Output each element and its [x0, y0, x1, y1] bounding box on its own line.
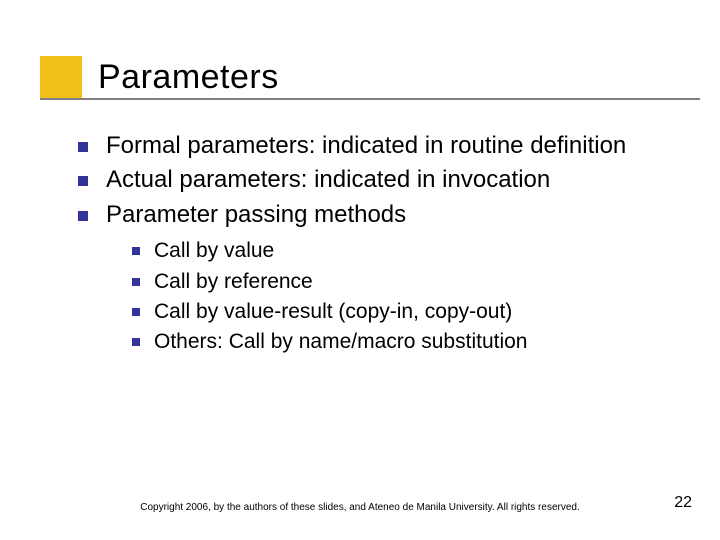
sub-bullet-item: Call by value	[132, 237, 698, 265]
bullet-item: Parameter passing methods	[78, 199, 698, 231]
bullet-square-icon	[132, 338, 140, 346]
sub-bullet-text: Call by value-result (copy-in, copy-out)	[154, 298, 512, 326]
bullet-square-icon	[78, 176, 88, 186]
bullet-item: Formal parameters: indicated in routine …	[78, 130, 698, 162]
bullet-text: Formal parameters: indicated in routine …	[106, 130, 626, 162]
sub-bullet-list: Call by value Call by reference Call by …	[132, 237, 698, 356]
copyright-footer: Copyright 2006, by the authors of these …	[0, 501, 720, 514]
bullet-square-icon	[132, 247, 140, 255]
bullet-text: Actual parameters: indicated in invocati…	[106, 164, 550, 196]
sub-bullet-text: Others: Call by name/macro substitution	[154, 328, 528, 356]
sub-bullet-item: Call by reference	[132, 268, 698, 296]
title-accent-square	[40, 56, 82, 98]
slide-title: Parameters	[98, 58, 279, 97]
bullet-text: Parameter passing methods	[106, 199, 406, 231]
page-number: 22	[674, 494, 692, 512]
content-area: Formal parameters: indicated in routine …	[78, 130, 698, 359]
title-underline	[40, 98, 700, 100]
bullet-square-icon	[78, 211, 88, 221]
sub-bullet-text: Call by value	[154, 237, 274, 265]
sub-bullet-item: Others: Call by name/macro substitution	[132, 328, 698, 356]
sub-bullet-text: Call by reference	[154, 268, 313, 296]
sub-bullet-item: Call by value-result (copy-in, copy-out)	[132, 298, 698, 326]
bullet-item: Actual parameters: indicated in invocati…	[78, 164, 698, 196]
bullet-square-icon	[132, 308, 140, 316]
bullet-square-icon	[132, 278, 140, 286]
bullet-square-icon	[78, 142, 88, 152]
